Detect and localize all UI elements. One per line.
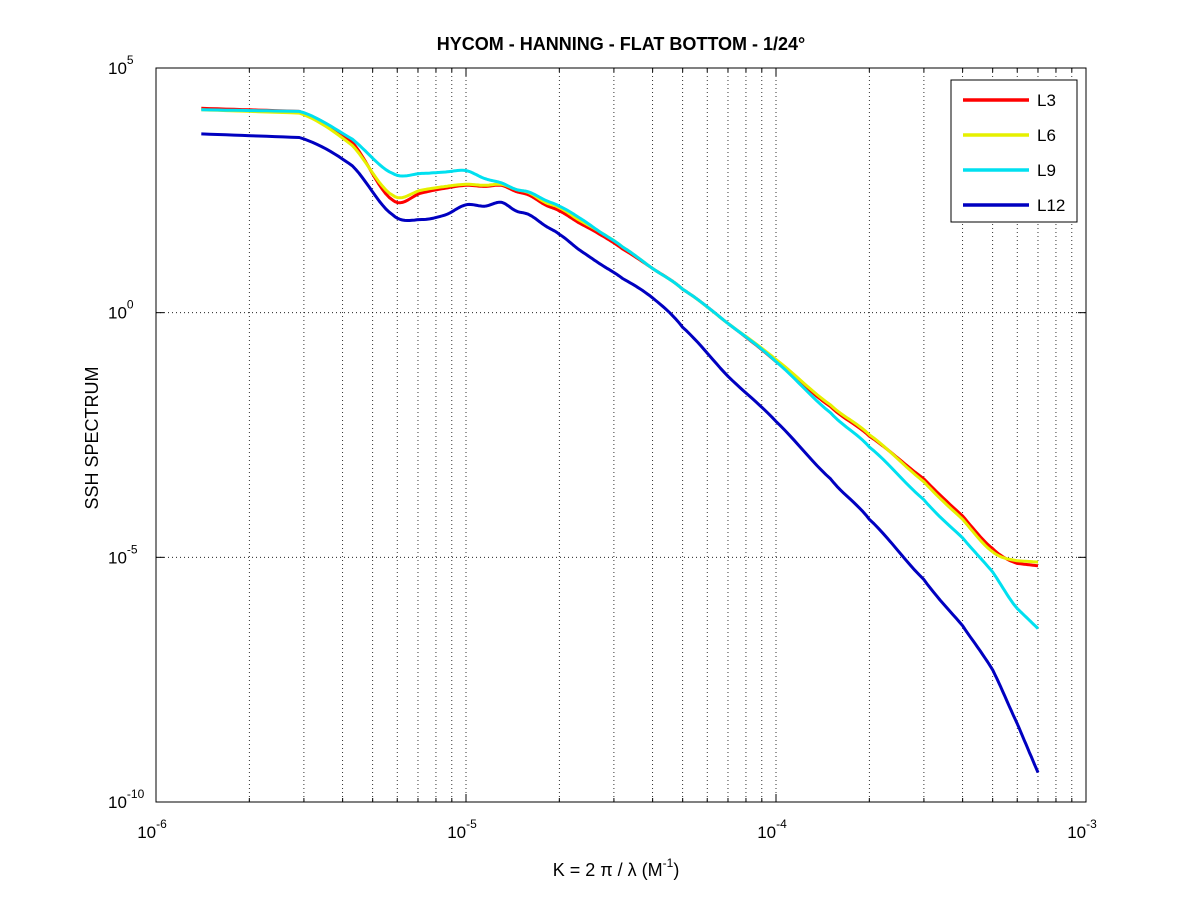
x-tick-label: 10-4 — [757, 817, 787, 842]
series-line-l12 — [201, 132, 1040, 774]
legend-label-l9: L9 — [1037, 161, 1056, 180]
x-axis-label-prefix: K = 2 π / λ (M — [553, 860, 663, 880]
series-line-l6 — [201, 108, 1039, 564]
y-tick-label: 100 — [108, 298, 134, 323]
y-axis-label: SSH SPECTRUM — [82, 366, 102, 509]
ticks: 10-6 10-5 10-4 10-3 10-10 10-5 100 105 — [108, 53, 1097, 842]
x-tick-label: 10-5 — [447, 817, 477, 842]
series-layer — [201, 106, 1040, 774]
x-axis-label-sup: -1 — [663, 856, 674, 870]
x-tick-label: 10-3 — [1067, 817, 1097, 842]
grid — [156, 68, 1086, 802]
y-tick-label: 105 — [108, 53, 134, 78]
plot-area — [156, 68, 1086, 802]
x-tick-label: 10-6 — [137, 817, 167, 842]
legend: L3 L6 L9 L12 — [950, 79, 1078, 223]
axes-frame — [155, 67, 1087, 803]
series-line-l9 — [201, 108, 1040, 630]
chart-title: HYCOM - HANNING - FLAT BOTTOM - 1/24° — [437, 34, 806, 54]
legend-box — [950, 79, 1078, 223]
x-axis-label-suffix: ) — [673, 860, 679, 880]
legend-label-l6: L6 — [1037, 126, 1056, 145]
legend-label-l12: L12 — [1037, 196, 1065, 215]
x-axis-label: K = 2 π / λ (M-1) — [553, 856, 680, 880]
y-tick-label: 10-5 — [108, 542, 138, 567]
y-tick-label: 10-10 — [108, 787, 145, 812]
legend-label-l3: L3 — [1037, 91, 1056, 110]
